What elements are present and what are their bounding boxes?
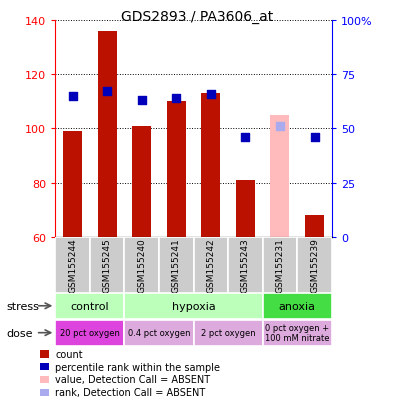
Point: [139, 97, 145, 104]
Text: GSM155241: GSM155241: [172, 238, 181, 293]
Bar: [63, 132, 82, 237]
Text: GSM155242: GSM155242: [206, 238, 215, 292]
Text: anoxia: anoxia: [279, 301, 316, 311]
Bar: [124, 293, 263, 319]
Text: count: count: [55, 349, 83, 359]
Bar: [98, 31, 117, 237]
Text: 2 pct oxygen: 2 pct oxygen: [201, 328, 256, 337]
Text: GSM155239: GSM155239: [310, 238, 319, 293]
Bar: [167, 102, 186, 237]
Bar: [236, 180, 255, 237]
Point: [104, 89, 110, 95]
Point: [70, 93, 76, 100]
Text: rank, Detection Call = ABSENT: rank, Detection Call = ABSENT: [55, 387, 205, 397]
Bar: [132, 126, 151, 237]
Bar: [263, 293, 332, 319]
Text: control: control: [71, 301, 109, 311]
Text: hypoxia: hypoxia: [172, 301, 215, 311]
Text: 0.4 pct oxygen: 0.4 pct oxygen: [128, 328, 190, 337]
Text: 20 pct oxygen: 20 pct oxygen: [60, 328, 120, 337]
Text: GDS2893 / PA3606_at: GDS2893 / PA3606_at: [121, 10, 274, 24]
Bar: [124, 320, 194, 346]
Text: GSM155244: GSM155244: [68, 238, 77, 292]
Bar: [263, 320, 332, 346]
Bar: [55, 293, 124, 319]
Bar: [297, 237, 332, 293]
Text: stress: stress: [6, 301, 39, 311]
Bar: [194, 237, 228, 293]
Text: 0 pct oxygen +
100 mM nitrate: 0 pct oxygen + 100 mM nitrate: [265, 323, 329, 342]
Point: [277, 123, 283, 130]
Bar: [194, 320, 263, 346]
Bar: [305, 216, 324, 237]
Text: GSM155231: GSM155231: [275, 238, 284, 293]
Bar: [263, 237, 297, 293]
Bar: [55, 320, 124, 346]
Bar: [159, 237, 194, 293]
Text: GSM155245: GSM155245: [103, 238, 112, 293]
Bar: [228, 237, 263, 293]
Bar: [271, 116, 290, 237]
Point: [311, 134, 318, 141]
Bar: [90, 237, 124, 293]
Point: [173, 95, 179, 102]
Text: value, Detection Call = ABSENT: value, Detection Call = ABSENT: [55, 375, 211, 385]
Bar: [201, 94, 220, 237]
Text: percentile rank within the sample: percentile rank within the sample: [55, 362, 220, 372]
Bar: [55, 237, 90, 293]
Bar: [124, 237, 159, 293]
Point: [208, 91, 214, 98]
Text: dose: dose: [6, 328, 32, 338]
Point: [242, 134, 248, 141]
Text: GSM155243: GSM155243: [241, 238, 250, 293]
Text: GSM155240: GSM155240: [137, 238, 146, 293]
